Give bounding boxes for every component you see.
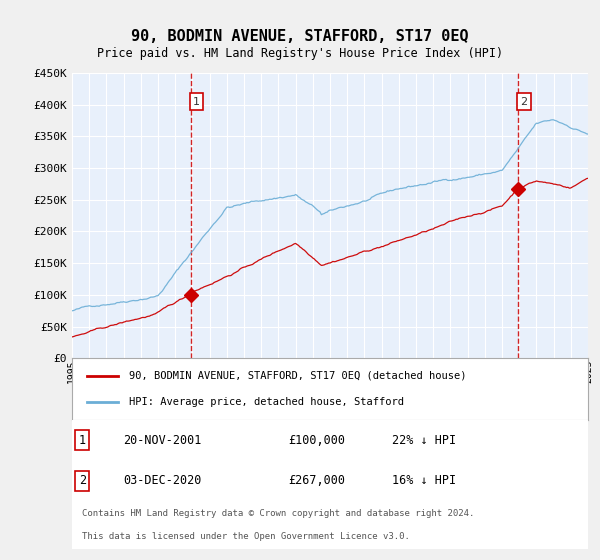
Text: 03-DEC-2020: 03-DEC-2020 bbox=[124, 474, 202, 487]
Text: 2: 2 bbox=[79, 474, 86, 487]
Text: 16% ↓ HPI: 16% ↓ HPI bbox=[392, 474, 456, 487]
Text: 22% ↓ HPI: 22% ↓ HPI bbox=[392, 433, 456, 446]
Text: Price paid vs. HM Land Registry's House Price Index (HPI): Price paid vs. HM Land Registry's House … bbox=[97, 46, 503, 60]
Text: 20-NOV-2001: 20-NOV-2001 bbox=[124, 433, 202, 446]
Text: This data is licensed under the Open Government Licence v3.0.: This data is licensed under the Open Gov… bbox=[82, 533, 410, 542]
Text: 90, BODMIN AVENUE, STAFFORD, ST17 0EQ: 90, BODMIN AVENUE, STAFFORD, ST17 0EQ bbox=[131, 29, 469, 44]
Text: £267,000: £267,000 bbox=[289, 474, 346, 487]
Text: 2: 2 bbox=[520, 96, 527, 106]
Text: 1: 1 bbox=[193, 96, 200, 106]
Text: HPI: Average price, detached house, Stafford: HPI: Average price, detached house, Staf… bbox=[129, 398, 404, 408]
Text: Contains HM Land Registry data © Crown copyright and database right 2024.: Contains HM Land Registry data © Crown c… bbox=[82, 508, 475, 517]
Text: £100,000: £100,000 bbox=[289, 433, 346, 446]
Text: 1: 1 bbox=[79, 433, 86, 446]
Text: 90, BODMIN AVENUE, STAFFORD, ST17 0EQ (detached house): 90, BODMIN AVENUE, STAFFORD, ST17 0EQ (d… bbox=[129, 371, 466, 381]
